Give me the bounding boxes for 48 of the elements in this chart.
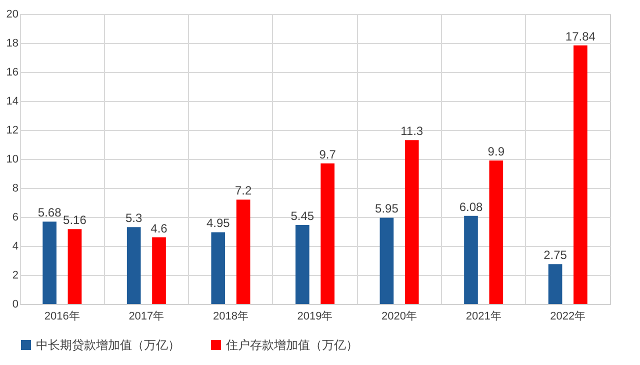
x-tick-label: 2020年 bbox=[382, 310, 418, 322]
data-label: 2.75 bbox=[544, 248, 568, 262]
y-tick-label: 20 bbox=[6, 8, 18, 20]
bar bbox=[126, 227, 141, 304]
y-tick-label: 8 bbox=[12, 182, 18, 194]
x-tick-label: 2019年 bbox=[297, 310, 333, 322]
x-tick-label: 2021年 bbox=[466, 310, 502, 322]
y-tick-label: 10 bbox=[6, 154, 18, 166]
y-tick-label: 6 bbox=[12, 212, 18, 224]
data-label: 9.9 bbox=[488, 144, 505, 158]
x-tick-label: 2018年 bbox=[212, 310, 248, 322]
data-label: 6.08 bbox=[459, 200, 483, 214]
data-label: 4.95 bbox=[206, 216, 230, 230]
data-label: 5.3 bbox=[126, 211, 143, 226]
y-tick-label: 12 bbox=[6, 124, 18, 136]
x-tick-label: 2022年 bbox=[550, 310, 586, 322]
bar bbox=[152, 237, 166, 304]
y-tick-label: 16 bbox=[6, 66, 18, 78]
bar bbox=[320, 163, 334, 304]
bar bbox=[380, 218, 394, 304]
legend-label: 住户存款增加值（万亿） bbox=[225, 338, 358, 352]
bar bbox=[574, 45, 588, 304]
bar bbox=[236, 200, 250, 304]
bar bbox=[548, 264, 562, 304]
data-label: 17.84 bbox=[565, 29, 596, 44]
y-tick-label: 18 bbox=[6, 38, 18, 50]
bar bbox=[68, 229, 82, 304]
y-tick-label: 2 bbox=[12, 270, 18, 282]
bar bbox=[296, 224, 310, 304]
data-label: 5.16 bbox=[63, 213, 87, 228]
bar bbox=[42, 222, 56, 304]
legend-label: 中长期贷款增加值（万亿） bbox=[36, 338, 180, 352]
y-tick-label: 0 bbox=[12, 298, 18, 310]
data-label: 5.45 bbox=[290, 208, 314, 223]
x-tick-label: 2017年 bbox=[128, 310, 164, 322]
bar bbox=[404, 140, 419, 304]
data-label: 9.7 bbox=[319, 147, 336, 162]
x-tick-label: 2016年 bbox=[44, 310, 80, 322]
bar bbox=[211, 232, 226, 304]
bar bbox=[489, 160, 504, 304]
y-tick-label: 4 bbox=[12, 240, 18, 252]
data-label: 5.68 bbox=[38, 206, 62, 220]
data-label: 5.95 bbox=[375, 202, 399, 216]
data-label: 4.6 bbox=[150, 221, 168, 236]
data-label: 11.3 bbox=[400, 124, 424, 138]
bar bbox=[464, 216, 478, 304]
y-tick-label: 14 bbox=[6, 96, 18, 108]
data-label: 7.2 bbox=[234, 184, 252, 198]
